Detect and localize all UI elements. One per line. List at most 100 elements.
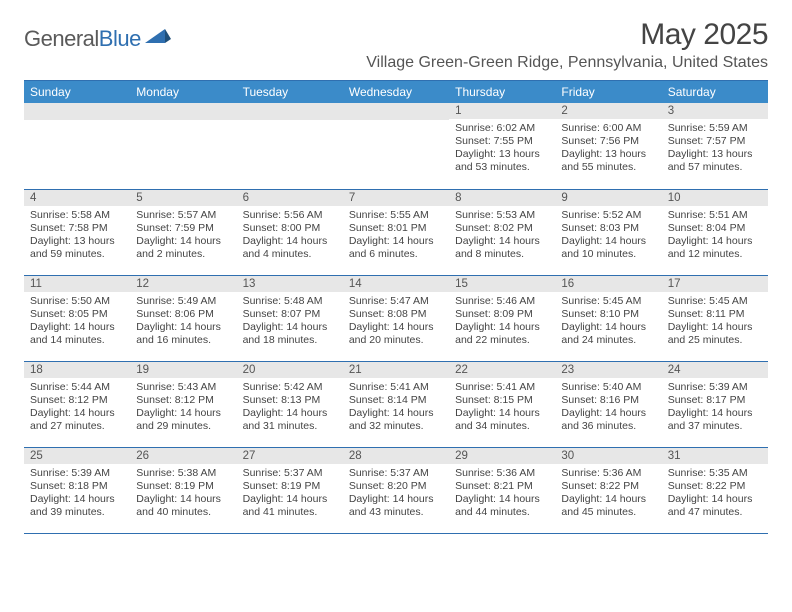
sunrise-line: Sunrise: 5:39 AM (668, 381, 762, 394)
day-body: Sunrise: 5:47 AMSunset: 8:08 PMDaylight:… (343, 292, 449, 352)
sunrise-line: Sunrise: 5:43 AM (136, 381, 230, 394)
sunrise-line: Sunrise: 5:50 AM (30, 295, 124, 308)
sunset-line: Sunset: 8:16 PM (561, 394, 655, 407)
day-body: Sunrise: 5:45 AMSunset: 8:10 PMDaylight:… (555, 292, 661, 352)
sunset-line: Sunset: 8:19 PM (136, 480, 230, 493)
calendar-cell: 2Sunrise: 6:00 AMSunset: 7:56 PMDaylight… (555, 103, 661, 189)
sunrise-line: Sunrise: 5:59 AM (668, 122, 762, 135)
sunset-line: Sunset: 8:01 PM (349, 222, 443, 235)
day-body (24, 120, 130, 127)
day-number: 3 (662, 103, 768, 119)
sunrise-line: Sunrise: 5:53 AM (455, 209, 549, 222)
sunset-line: Sunset: 7:58 PM (30, 222, 124, 235)
day-body: Sunrise: 5:41 AMSunset: 8:15 PMDaylight:… (449, 378, 555, 438)
calendar-cell: 26Sunrise: 5:38 AMSunset: 8:19 PMDayligh… (130, 447, 236, 533)
day-number: 6 (237, 190, 343, 206)
day-number: 1 (449, 103, 555, 119)
sunset-line: Sunset: 8:06 PM (136, 308, 230, 321)
calendar-cell: 16Sunrise: 5:45 AMSunset: 8:10 PMDayligh… (555, 275, 661, 361)
sunrise-line: Sunrise: 5:36 AM (561, 467, 655, 480)
daylight-line: Daylight: 14 hours and 36 minutes. (561, 407, 655, 433)
calendar-cell: 20Sunrise: 5:42 AMSunset: 8:13 PMDayligh… (237, 361, 343, 447)
calendar-cell: 19Sunrise: 5:43 AMSunset: 8:12 PMDayligh… (130, 361, 236, 447)
sunset-line: Sunset: 8:19 PM (243, 480, 337, 493)
calendar-cell: 1Sunrise: 6:02 AMSunset: 7:55 PMDaylight… (449, 103, 555, 189)
day-header: Saturday (662, 81, 768, 104)
calendar-cell: 29Sunrise: 5:36 AMSunset: 8:21 PMDayligh… (449, 447, 555, 533)
calendar-cell: 31Sunrise: 5:35 AMSunset: 8:22 PMDayligh… (662, 447, 768, 533)
calendar-week: 18Sunrise: 5:44 AMSunset: 8:12 PMDayligh… (24, 361, 768, 447)
sunset-line: Sunset: 7:56 PM (561, 135, 655, 148)
sunset-line: Sunset: 8:00 PM (243, 222, 337, 235)
day-body: Sunrise: 5:37 AMSunset: 8:19 PMDaylight:… (237, 464, 343, 524)
brand-text: GeneralBlue (24, 26, 141, 52)
day-number: 10 (662, 190, 768, 206)
day-body: Sunrise: 5:48 AMSunset: 8:07 PMDaylight:… (237, 292, 343, 352)
day-body: Sunrise: 5:50 AMSunset: 8:05 PMDaylight:… (24, 292, 130, 352)
daylight-line: Daylight: 14 hours and 4 minutes. (243, 235, 337, 261)
sunset-line: Sunset: 8:17 PM (668, 394, 762, 407)
daylight-line: Daylight: 14 hours and 47 minutes. (668, 493, 762, 519)
day-number: 17 (662, 276, 768, 292)
sunrise-line: Sunrise: 5:47 AM (349, 295, 443, 308)
sunset-line: Sunset: 8:05 PM (30, 308, 124, 321)
sunrise-line: Sunrise: 5:39 AM (30, 467, 124, 480)
sunset-line: Sunset: 8:07 PM (243, 308, 337, 321)
sunrise-line: Sunrise: 5:52 AM (561, 209, 655, 222)
daylight-line: Daylight: 13 hours and 55 minutes. (561, 148, 655, 174)
day-number: 15 (449, 276, 555, 292)
sunrise-line: Sunrise: 5:38 AM (136, 467, 230, 480)
day-number: 22 (449, 362, 555, 378)
day-header: Thursday (449, 81, 555, 104)
sunrise-line: Sunrise: 5:36 AM (455, 467, 549, 480)
calendar-cell: 28Sunrise: 5:37 AMSunset: 8:20 PMDayligh… (343, 447, 449, 533)
calendar-head: SundayMondayTuesdayWednesdayThursdayFrid… (24, 81, 768, 104)
calendar-cell: 30Sunrise: 5:36 AMSunset: 8:22 PMDayligh… (555, 447, 661, 533)
sunset-line: Sunset: 7:57 PM (668, 135, 762, 148)
calendar-page: GeneralBlue May 2025 Village Green-Green… (0, 0, 792, 546)
sunrise-line: Sunrise: 5:41 AM (455, 381, 549, 394)
sunrise-line: Sunrise: 5:58 AM (30, 209, 124, 222)
day-body (237, 120, 343, 127)
sunset-line: Sunset: 8:18 PM (30, 480, 124, 493)
day-number: 7 (343, 190, 449, 206)
day-body: Sunrise: 5:52 AMSunset: 8:03 PMDaylight:… (555, 206, 661, 266)
day-number: 9 (555, 190, 661, 206)
day-body: Sunrise: 5:40 AMSunset: 8:16 PMDaylight:… (555, 378, 661, 438)
day-number (237, 103, 343, 120)
day-body (343, 120, 449, 127)
day-number: 30 (555, 448, 661, 464)
calendar-cell: 13Sunrise: 5:48 AMSunset: 8:07 PMDayligh… (237, 275, 343, 361)
day-number: 20 (237, 362, 343, 378)
day-number: 12 (130, 276, 236, 292)
sunset-line: Sunset: 8:20 PM (349, 480, 443, 493)
day-number: 21 (343, 362, 449, 378)
daylight-line: Daylight: 14 hours and 24 minutes. (561, 321, 655, 347)
daylight-line: Daylight: 14 hours and 22 minutes. (455, 321, 549, 347)
brand-mark-icon (145, 27, 171, 52)
daylight-line: Daylight: 14 hours and 2 minutes. (136, 235, 230, 261)
sunrise-line: Sunrise: 5:42 AM (243, 381, 337, 394)
day-body: Sunrise: 5:36 AMSunset: 8:21 PMDaylight:… (449, 464, 555, 524)
title-block: May 2025 Village Green-Green Ridge, Penn… (366, 18, 768, 78)
sunset-line: Sunset: 8:11 PM (668, 308, 762, 321)
daylight-line: Daylight: 14 hours and 20 minutes. (349, 321, 443, 347)
day-body: Sunrise: 5:38 AMSunset: 8:19 PMDaylight:… (130, 464, 236, 524)
daylight-line: Daylight: 14 hours and 14 minutes. (30, 321, 124, 347)
daylight-line: Daylight: 14 hours and 18 minutes. (243, 321, 337, 347)
calendar-cell: 14Sunrise: 5:47 AMSunset: 8:08 PMDayligh… (343, 275, 449, 361)
sunset-line: Sunset: 8:04 PM (668, 222, 762, 235)
sunrise-line: Sunrise: 5:48 AM (243, 295, 337, 308)
day-number: 24 (662, 362, 768, 378)
sunset-line: Sunset: 8:09 PM (455, 308, 549, 321)
day-body: Sunrise: 5:59 AMSunset: 7:57 PMDaylight:… (662, 119, 768, 179)
day-number: 5 (130, 190, 236, 206)
day-body: Sunrise: 5:44 AMSunset: 8:12 PMDaylight:… (24, 378, 130, 438)
daylight-line: Daylight: 14 hours and 41 minutes. (243, 493, 337, 519)
sunset-line: Sunset: 8:22 PM (561, 480, 655, 493)
calendar-cell: 12Sunrise: 5:49 AMSunset: 8:06 PMDayligh… (130, 275, 236, 361)
daylight-line: Daylight: 14 hours and 6 minutes. (349, 235, 443, 261)
sunset-line: Sunset: 8:08 PM (349, 308, 443, 321)
daylight-line: Daylight: 13 hours and 59 minutes. (30, 235, 124, 261)
location-text: Village Green-Green Ridge, Pennsylvania,… (366, 54, 768, 72)
